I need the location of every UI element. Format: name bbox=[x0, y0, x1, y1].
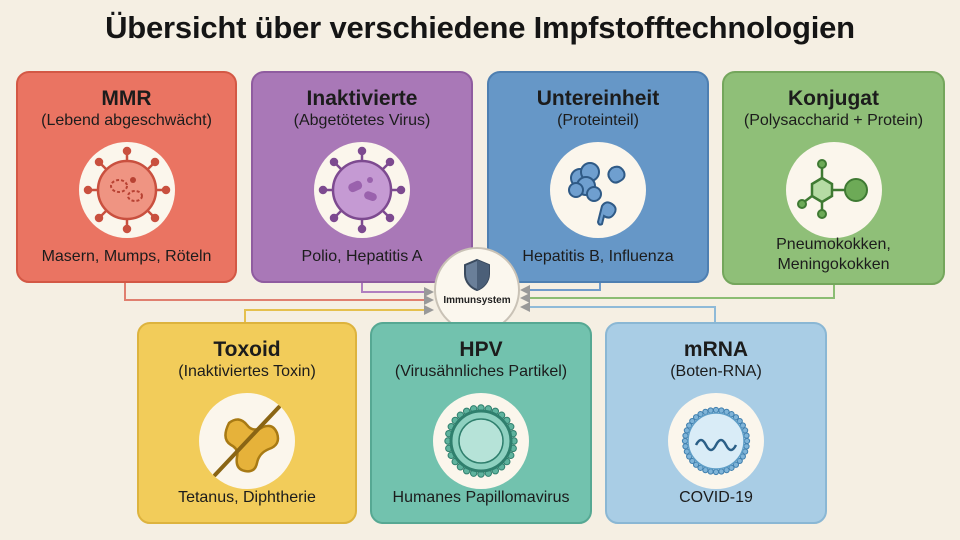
vaccine-card-inactivated: Inaktivierte (Abgetötetes Virus) Polio, … bbox=[251, 71, 473, 283]
immune-system-label: Immunsystem bbox=[443, 295, 511, 306]
vaccine-examples: Humanes Papillomavirus bbox=[392, 489, 570, 506]
vaccine-card-hpv: HPV (Virusähnliches Partikel) Humanes Pa… bbox=[370, 322, 592, 524]
vaccine-card-mmr: MMR (Lebend abgeschwächt) Masern, Mumps,… bbox=[16, 71, 237, 283]
vaccine-name: MMR bbox=[101, 87, 152, 110]
vaccine-name: Untereinheit bbox=[536, 87, 660, 110]
vaccine-subtitle: (Virusähnliches Partikel) bbox=[394, 363, 568, 380]
connector-mmr bbox=[124, 283, 434, 305]
connector-inactivated bbox=[361, 283, 434, 297]
page-title: Übersicht über verschiedene Impfstofftec… bbox=[105, 10, 855, 45]
vaccine-examples: COVID-19 bbox=[679, 489, 753, 506]
vaccine-examples: Polio, Hepatitis A bbox=[301, 248, 423, 265]
vaccine-examples: Tetanus, Diphtherie bbox=[178, 489, 316, 506]
neutralized-toxin-icon bbox=[199, 393, 295, 489]
vaccine-card-toxoid: Toxoid (Inaktiviertes Toxin) Tetanus, Di… bbox=[137, 322, 357, 524]
inactivated-virus-icon bbox=[314, 142, 410, 238]
vaccine-name: Toxoid bbox=[213, 338, 281, 361]
vaccine-name: Konjugat bbox=[788, 87, 879, 110]
connector-toxoid bbox=[244, 305, 434, 322]
vaccine-examples: Hepatitis B, Influenza bbox=[522, 248, 674, 265]
vaccine-subtitle: (Proteinteil) bbox=[557, 112, 639, 129]
vaccine-card-subunit: Untereinheit (Proteinteil) Hepatitis B, … bbox=[487, 71, 709, 283]
protein-subunit-icon bbox=[550, 142, 646, 238]
vaccine-card-mrna: mRNA (Boten-RNA) COVID-19 bbox=[605, 322, 827, 524]
vaccine-examples: Masern, Mumps, Röteln bbox=[41, 248, 212, 265]
vaccine-name: Inaktivierte bbox=[306, 87, 418, 110]
vaccine-subtitle: (Inaktiviertes Toxin) bbox=[178, 363, 316, 380]
attenuated-virus-icon bbox=[78, 142, 175, 238]
vaccine-subtitle: (Boten-RNA) bbox=[670, 363, 762, 380]
vaccine-subtitle: (Abgetötetes Virus) bbox=[293, 112, 431, 129]
virus-like-particle-icon bbox=[433, 393, 529, 489]
conjugate-molecule-icon bbox=[785, 142, 882, 238]
immune-system-hub: Immunsystem bbox=[434, 247, 520, 333]
mrna-lipid-nanoparticle-icon bbox=[668, 393, 764, 489]
connector-subunit bbox=[520, 283, 601, 295]
vaccine-card-conjugate: Konjugat (Polysaccharid + Protein) Pneum… bbox=[722, 71, 945, 285]
vaccine-subtitle: (Lebend abgeschwächt) bbox=[41, 112, 212, 129]
vaccine-subtitle: (Polysaccharid + Protein) bbox=[743, 112, 924, 129]
vaccine-examples: Pneumokokken, Meningokokken bbox=[776, 236, 891, 273]
vaccine-name: HPV bbox=[459, 338, 503, 361]
connector-conjugate bbox=[520, 285, 835, 303]
shield-icon bbox=[464, 258, 490, 292]
vaccine-name: mRNA bbox=[683, 338, 749, 361]
connector-mrna bbox=[520, 302, 716, 322]
